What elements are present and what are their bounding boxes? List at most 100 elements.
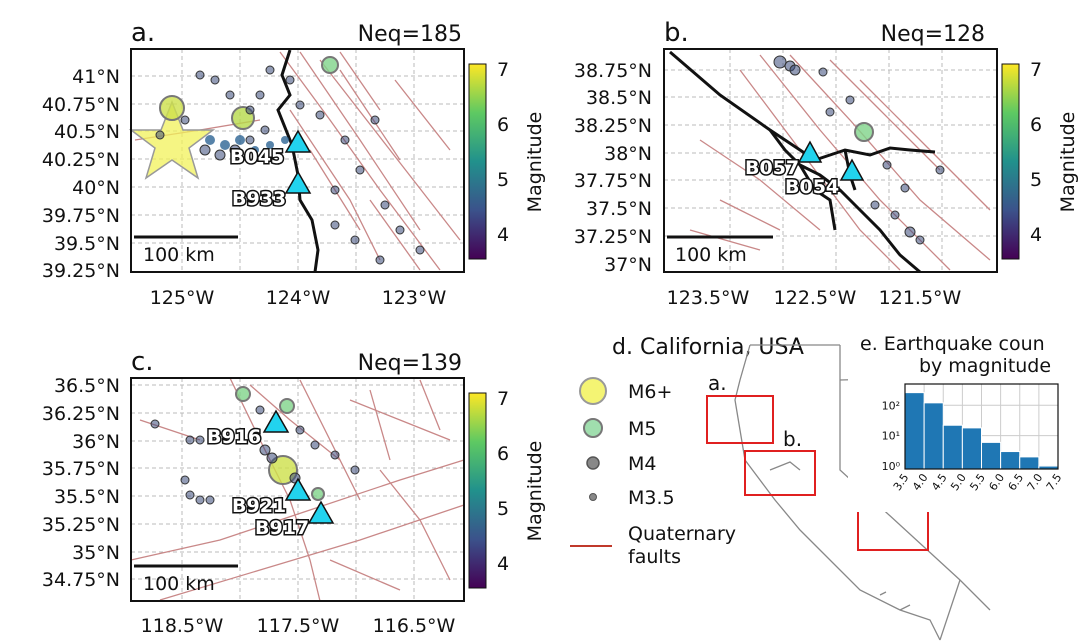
panel-b-map: B057 B054 100 km — [663, 48, 998, 274]
svg-text:40.5°N: 40.5°N — [54, 121, 120, 143]
svg-text:7: 7 — [497, 388, 509, 410]
magnitude-histogram — [904, 383, 1059, 470]
panel-b-neq: Neq=128 — [881, 22, 985, 47]
legend-m4-icon — [586, 456, 600, 470]
svg-text:39.75°N: 39.75°N — [42, 205, 120, 227]
station-b045-icon — [284, 129, 312, 153]
station-b057-icon — [797, 140, 823, 163]
svg-text:36°N: 36°N — [72, 431, 120, 453]
panel-b-stations: B057 B054 — [744, 140, 865, 200]
y-tick-10: 10¹ — [882, 430, 900, 443]
svg-text:4: 4 — [497, 553, 509, 575]
y-tick-100: 10² — [882, 399, 900, 412]
panel-e-title-1: e. Earthquake coun — [860, 333, 1045, 355]
panel-b: b. Neq=128 — [574, 18, 1079, 309]
histogram-bar — [923, 402, 944, 470]
legend: M6+ M5 M4 M3.5 Quaternary faults — [570, 377, 736, 568]
station-b917-icon — [307, 500, 335, 524]
station-b054-label: B054 — [785, 176, 839, 198]
panel-c-colorbar: 7 6 5 4 Magnitude — [468, 388, 546, 589]
svg-text:5: 5 — [1030, 169, 1042, 191]
svg-text:40.25°N: 40.25°N — [42, 149, 120, 171]
svg-text:35.75°N: 35.75°N — [42, 458, 120, 480]
panel-b-faults — [689, 54, 991, 271]
panel-a: a. Neq=185 — [42, 18, 546, 309]
svg-text:38.25°N: 38.25°N — [574, 115, 652, 137]
panel-c-colorbar-label: Magnitude — [524, 441, 546, 542]
svg-text:34.75°N: 34.75°N — [42, 569, 120, 591]
panel-d: d. California, USA a. b. c. M6+ M5 — [570, 335, 1041, 641]
histogram-bar — [1019, 456, 1040, 470]
legend-m35-icon — [589, 493, 597, 501]
legend-m5-icon — [583, 418, 603, 438]
svg-text:37.75°N: 37.75°N — [574, 170, 652, 192]
panel-c-title: c. — [131, 347, 154, 377]
panel-a-events — [128, 56, 425, 265]
panel-a-coastline — [276, 49, 320, 273]
legend-fault-label-1: Quaternary — [628, 523, 736, 545]
svg-text:40.75°N: 40.75°N — [42, 94, 120, 116]
svg-text:37.5°N: 37.5°N — [586, 198, 652, 220]
panel-a-scale-label: 100 km — [143, 244, 215, 266]
panel-c-stations: B916 B921 B917 — [206, 409, 335, 541]
svg-text:122.5°W: 122.5°W — [774, 287, 857, 309]
svg-text:35.5°N: 35.5°N — [54, 486, 120, 508]
svg-text:125°W: 125°W — [150, 287, 215, 309]
region-box-b — [744, 450, 816, 496]
panel-e-title-2: by magnitude — [919, 355, 1051, 377]
y-tick-1: 10⁰ — [882, 460, 901, 473]
svg-text:7: 7 — [497, 59, 509, 81]
legend-m6-label: M6+ — [628, 381, 672, 403]
panel-e-y-ticks: 10² 10¹ 10⁰ — [882, 399, 901, 473]
panel-b-colorbar: 7 6 5 4 Magnitude — [1001, 59, 1079, 260]
station-b916-icon — [262, 409, 290, 433]
panel-c-neq: Neq=139 — [358, 351, 462, 376]
panel-b-events — [773, 55, 945, 245]
station-b933-icon — [284, 170, 312, 194]
svg-text:37.25°N: 37.25°N — [574, 226, 652, 248]
station-b057-label: B057 — [745, 157, 799, 179]
panel-c-lon-ticks: 118.5°W 117.5°W 116.5°W — [141, 615, 456, 637]
region-box-a — [706, 395, 774, 444]
panel-c-lat-ticks: 36.5°N 36.25°N 36°N 35.75°N 35.5°N 35.25… — [42, 375, 120, 591]
svg-text:35°N: 35°N — [72, 542, 120, 564]
svg-text:123.5°W: 123.5°W — [667, 287, 750, 309]
region-label-a: a. — [708, 371, 727, 395]
svg-text:116.5°W: 116.5°W — [373, 615, 456, 637]
svg-text:6: 6 — [1030, 114, 1042, 136]
svg-text:6: 6 — [497, 114, 509, 136]
station-b054-icon — [839, 158, 865, 181]
histogram-bar — [961, 427, 982, 470]
station-b921-icon — [284, 477, 312, 501]
station-b916-label: B916 — [207, 426, 261, 448]
svg-text:36.5°N: 36.5°N — [54, 375, 120, 397]
svg-text:4: 4 — [497, 224, 509, 246]
panel-b-lon-ticks: 123.5°W 122.5°W 121.5°W — [667, 287, 962, 309]
panel-e-background — [848, 332, 1080, 512]
panel-a-colorbar-label: Magnitude — [524, 112, 546, 213]
panel-c: c. Neq=139 — [42, 347, 546, 637]
svg-text:36.25°N: 36.25°N — [42, 403, 120, 425]
legend-fault-label-2: faults — [628, 546, 681, 568]
svg-text:41°N: 41°N — [72, 66, 120, 88]
histogram-bar — [1000, 451, 1021, 470]
svg-text:121.5°W: 121.5°W — [879, 287, 962, 309]
station-b921-label: B921 — [232, 495, 286, 517]
legend-m6-icon — [579, 377, 607, 405]
svg-text:4: 4 — [1030, 224, 1042, 246]
svg-text:39.5°N: 39.5°N — [54, 233, 120, 255]
svg-text:38°N: 38°N — [604, 143, 652, 165]
panel-e: e. Earthquake coun by magnitude 10² 10¹ … — [848, 332, 1080, 512]
histogram-bar — [904, 392, 925, 470]
histogram-frame — [904, 383, 1059, 470]
histogram-bar — [981, 441, 1002, 470]
histogram-bar — [942, 424, 963, 470]
svg-text:118.5°W: 118.5°W — [141, 615, 224, 637]
region-label-b: b. — [783, 427, 802, 451]
panel-a-lon-ticks: 125°W 124°W 123°W — [150, 287, 447, 309]
svg-text:123°W: 123°W — [382, 287, 447, 309]
svg-text:38.5°N: 38.5°N — [586, 87, 652, 109]
panel-a-stations: B045 B933 — [229, 129, 312, 212]
panel-a-map: B045 B933 100 km — [128, 48, 465, 273]
